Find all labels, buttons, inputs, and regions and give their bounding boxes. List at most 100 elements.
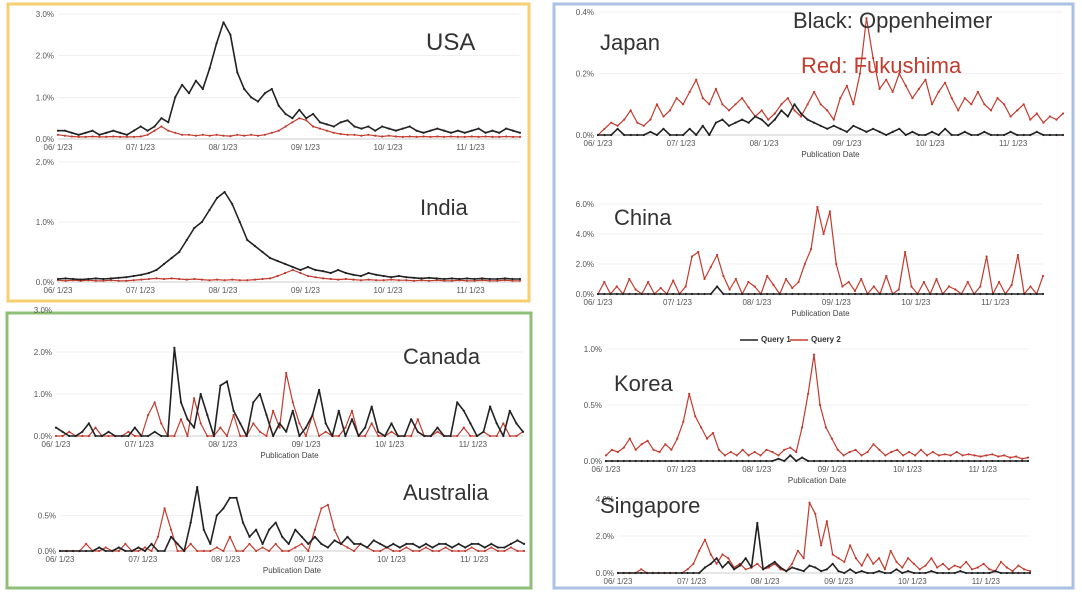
data-point-fukushima xyxy=(489,434,492,438)
data-point-oppenheimer xyxy=(352,273,355,276)
data-point-oppenheimer xyxy=(443,434,446,438)
data-point-oppenheimer xyxy=(723,459,727,463)
x-tick-label: 07/ 1/23 xyxy=(667,465,696,474)
data-point-oppenheimer xyxy=(193,226,196,230)
chart-title-korea: Korea xyxy=(614,371,673,396)
data-point-oppenheimer xyxy=(924,571,927,575)
data-point-oppenheimer xyxy=(657,571,660,575)
data-point-oppenheimer xyxy=(483,546,486,549)
data-point-fukushima xyxy=(253,278,256,281)
data-point-fukushima xyxy=(832,118,835,121)
data-point-oppenheimer xyxy=(797,292,800,296)
data-point-fukushima xyxy=(411,549,414,553)
data-point-oppenheimer xyxy=(670,459,673,463)
data-point-oppenheimer xyxy=(481,277,484,280)
data-point-fukushima xyxy=(401,135,404,138)
data-point-oppenheimer xyxy=(813,121,816,124)
data-point-fukushima xyxy=(810,247,813,251)
data-point-fukushima xyxy=(723,454,727,457)
data-point-oppenheimer xyxy=(422,131,425,134)
data-point-fukushima xyxy=(344,426,347,429)
data-point-fukushima xyxy=(628,277,631,281)
data-point-oppenheimer xyxy=(662,127,665,130)
data-point-fukushima xyxy=(236,133,239,136)
data-point-fukushima xyxy=(885,274,888,278)
data-point-oppenheimer xyxy=(72,277,75,281)
x-tick-label: 09/ 1/23 xyxy=(822,298,851,307)
data-point-oppenheimer xyxy=(738,564,742,567)
data-point-oppenheimer xyxy=(996,133,999,137)
data-point-oppenheimer xyxy=(124,549,127,553)
data-point-oppenheimer xyxy=(473,277,476,281)
data-point-oppenheimer xyxy=(753,292,756,296)
data-point-fukushima xyxy=(304,434,307,438)
data-point-oppenheimer xyxy=(428,276,431,279)
data-point-fukushima xyxy=(431,549,434,553)
data-point-oppenheimer xyxy=(828,292,832,296)
data-point-fukushima xyxy=(94,279,97,282)
data-point-oppenheimer xyxy=(87,422,90,425)
data-point-fukushima xyxy=(914,454,917,457)
y-tick-label: 3.0% xyxy=(36,10,54,19)
data-point-fukushima xyxy=(686,568,689,571)
data-point-oppenheimer xyxy=(508,409,511,412)
chart-title-canada: Canada xyxy=(403,344,481,369)
data-point-fukushima xyxy=(387,134,391,137)
data-point-oppenheimer xyxy=(98,546,101,549)
data-point-fukushima xyxy=(498,135,501,138)
data-point-oppenheimer xyxy=(518,131,522,134)
data-point-oppenheimer xyxy=(418,546,421,549)
data-point-fukushima xyxy=(767,118,770,121)
data-point-fukushima xyxy=(947,285,951,288)
data-point-oppenheimer xyxy=(965,571,968,575)
data-point-fukushima xyxy=(274,542,277,546)
data-point-oppenheimer xyxy=(248,535,251,538)
data-point-oppenheimer xyxy=(219,384,222,387)
data-point-oppenheimer xyxy=(771,459,774,463)
data-point-fukushima xyxy=(443,135,446,138)
data-point-fukushima xyxy=(278,426,281,429)
data-point-fukushima xyxy=(777,454,780,457)
data-point-fukushima xyxy=(878,448,881,451)
data-point-oppenheimer xyxy=(1023,571,1026,575)
data-point-oppenheimer xyxy=(988,571,991,575)
data-point-fukushima xyxy=(269,277,272,280)
data-point-oppenheimer xyxy=(294,528,297,531)
x-tick-label: 09/ 1/23 xyxy=(291,143,320,152)
data-point-oppenheimer xyxy=(429,434,432,438)
data-point-fukushima xyxy=(173,434,176,438)
data-point-fukushima xyxy=(925,454,929,457)
data-point-fukushima xyxy=(659,286,662,290)
data-point-oppenheimer xyxy=(832,124,835,127)
data-point-fukushima xyxy=(771,450,774,454)
data-point-fukushima xyxy=(105,135,108,138)
data-point-fukushima xyxy=(998,280,1001,284)
data-point-fukushima xyxy=(350,409,354,412)
data-point-fukushima xyxy=(314,276,317,279)
data-point-oppenheimer xyxy=(346,535,349,538)
data-point-oppenheimer xyxy=(516,539,519,542)
data-point-oppenheimer xyxy=(991,459,994,463)
data-point-oppenheimer xyxy=(937,133,940,137)
data-point-fukushima xyxy=(658,450,661,454)
data-point-fukushima xyxy=(241,549,245,553)
data-point-oppenheimer xyxy=(842,459,845,463)
data-point-fukushima xyxy=(793,109,796,112)
legend-fukushima: Red: Fukushima xyxy=(801,53,962,78)
data-point-oppenheimer xyxy=(58,549,62,553)
data-point-fukushima xyxy=(179,418,183,421)
data-point-fukushima xyxy=(146,133,149,136)
data-point-oppenheimer xyxy=(344,271,347,275)
data-point-oppenheimer xyxy=(961,459,964,463)
data-point-fukushima xyxy=(783,448,786,451)
data-point-fukushima xyxy=(170,528,173,531)
y-tick-label: 0.0% xyxy=(596,569,614,578)
data-point-fukushima xyxy=(94,426,97,429)
x-tick-label: 06/ 1/23 xyxy=(584,298,613,307)
data-point-oppenheimer xyxy=(424,542,428,546)
data-point-fukushima xyxy=(518,279,522,282)
data-point-fukushima xyxy=(642,124,645,127)
data-point-fukushima xyxy=(167,129,170,132)
data-point-oppenheimer xyxy=(125,133,129,136)
data-point-oppenheimer xyxy=(482,430,485,433)
